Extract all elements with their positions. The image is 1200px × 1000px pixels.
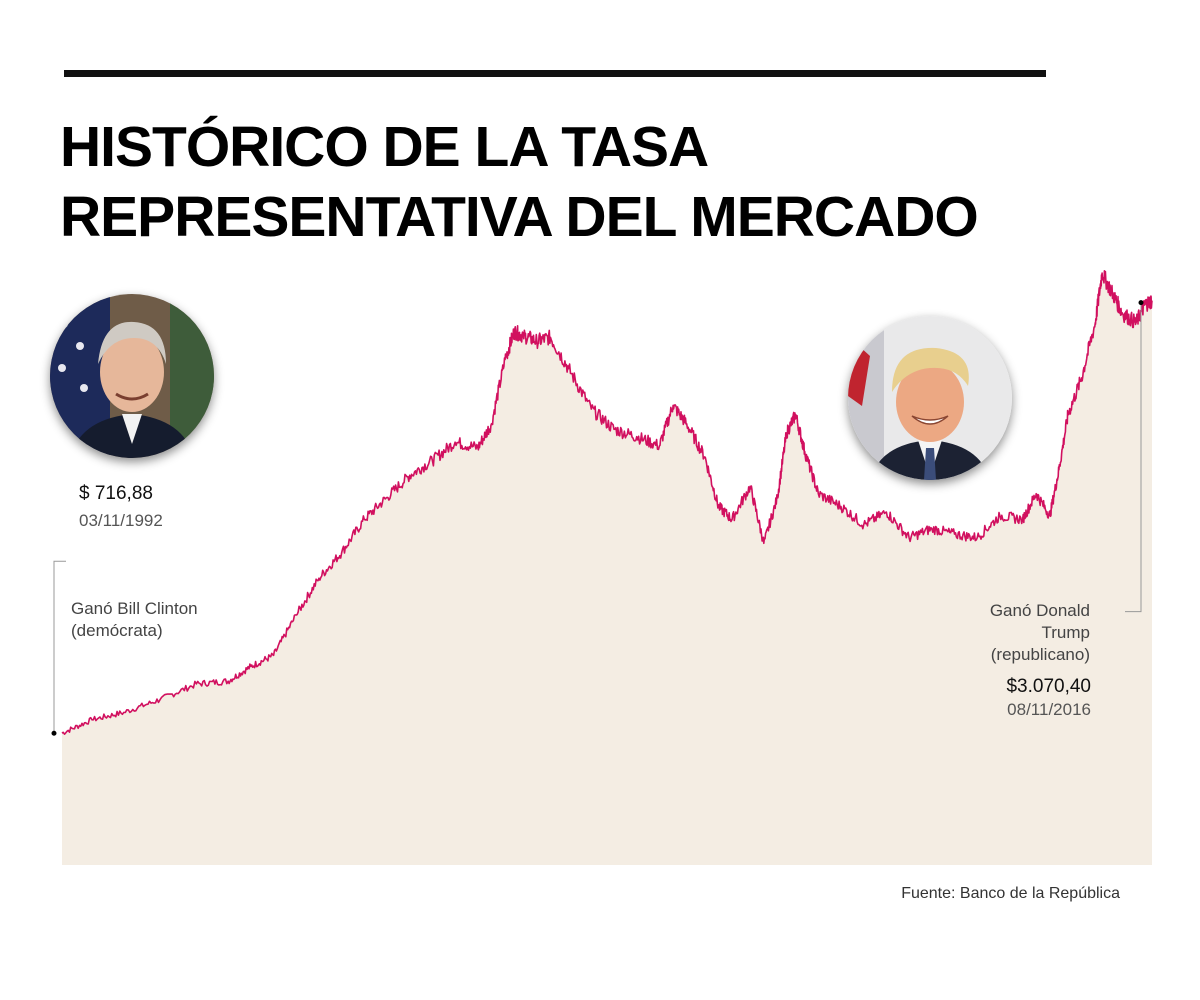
end-value-label: $3.070,40 bbox=[1006, 676, 1091, 697]
start-date-label: 03/11/1992 bbox=[79, 511, 163, 530]
page-title: HISTÓRICO DE LA TASA REPRESENTATIVA DEL … bbox=[60, 112, 979, 252]
clinton-annotation-line-1: Ganó Bill Clinton bbox=[71, 599, 198, 618]
trump-annotation-line-3: (republicano) bbox=[990, 645, 1090, 664]
end-leader-line bbox=[1125, 302, 1142, 613]
end-point-marker bbox=[1138, 300, 1144, 306]
trump-annotation-line-1: Ganó Donald bbox=[989, 601, 1090, 620]
trump-annotation: Ganó Donald Trump (republicano) bbox=[950, 600, 1090, 666]
portrait-trump-image bbox=[848, 316, 1012, 480]
title-line-2: REPRESENTATIVA DEL MERCADO bbox=[60, 185, 979, 249]
start-value-label: $ 716,88 bbox=[79, 483, 153, 504]
start-point-marker bbox=[51, 730, 57, 736]
end-date-label: 08/11/2016 bbox=[1007, 700, 1091, 719]
portrait-clinton-image bbox=[50, 294, 214, 458]
top-rule bbox=[64, 70, 1046, 77]
chart-area-fill bbox=[62, 270, 1152, 865]
source-note: Fuente: Banco de la República bbox=[901, 885, 1120, 902]
donald-trump-portrait bbox=[848, 316, 1012, 480]
title-line-1: HISTÓRICO DE LA TASA bbox=[60, 115, 709, 179]
trump-annotation-line-2: Trump bbox=[1041, 623, 1091, 642]
start-leader-line bbox=[53, 560, 66, 734]
bill-clinton-portrait bbox=[50, 294, 214, 458]
chart-series-line bbox=[61, 270, 1153, 735]
clinton-annotation: Ganó Bill Clinton (demócrata) bbox=[71, 598, 198, 642]
clinton-annotation-line-2: (demócrata) bbox=[71, 621, 163, 640]
